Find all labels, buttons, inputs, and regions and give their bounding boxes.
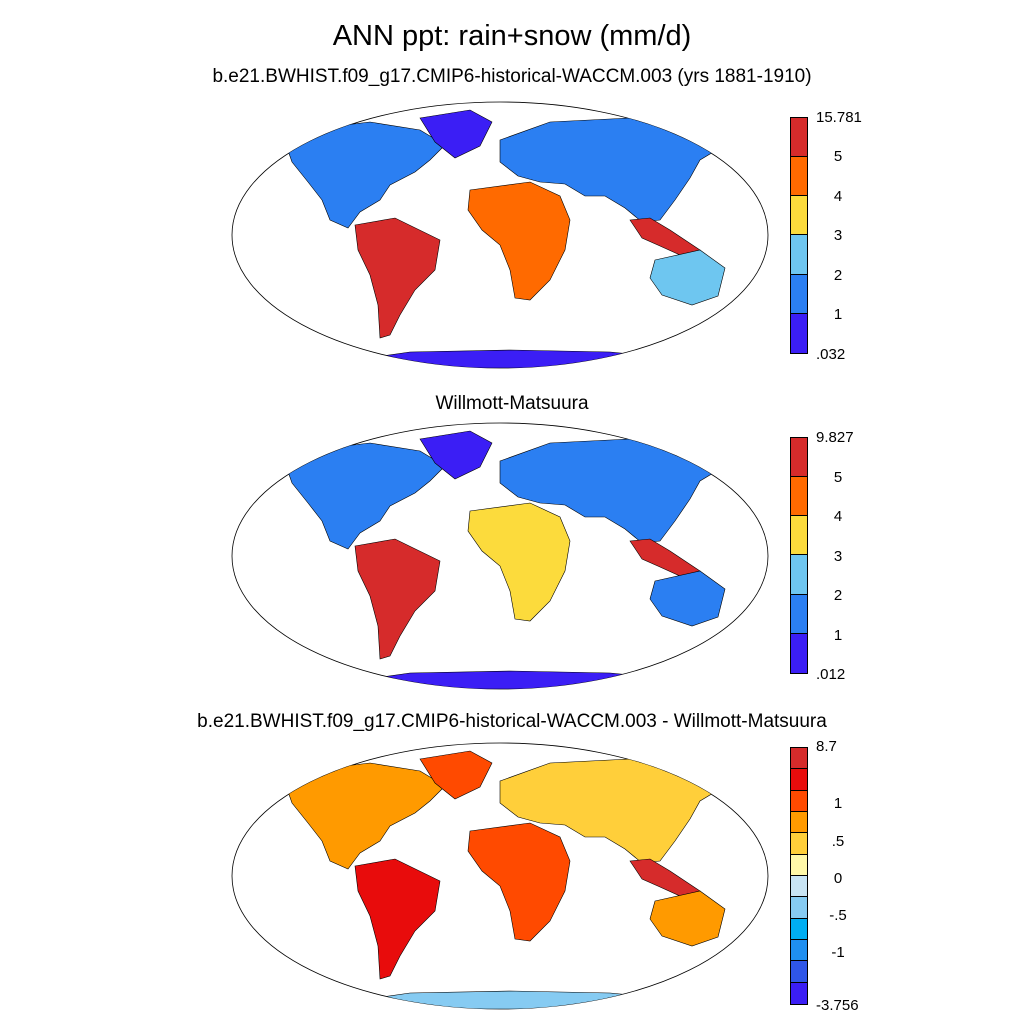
- colorbar-model-tick-5: 5: [833, 148, 843, 165]
- landmass-greenland: [419, 750, 493, 800]
- map-obs: [231, 422, 769, 690]
- colorbar-swatch: [791, 769, 807, 791]
- colorbar-swatch: [791, 118, 807, 158]
- landmass-australia: [649, 570, 726, 627]
- colorbar-model-max-label: 15.781: [816, 109, 862, 126]
- colorbar-obs: [790, 437, 808, 674]
- colorbar-diff-tick-half: .5: [831, 833, 845, 850]
- figure-title: ANN ppt: rain+snow (mm/d): [332, 20, 692, 52]
- colorbar-swatch: [791, 235, 807, 275]
- colorbar-obs-max-label: 9.827: [816, 429, 854, 446]
- landmass-south-america: [354, 858, 441, 980]
- colorbar-swatch: [791, 196, 807, 236]
- colorbar-swatch: [791, 555, 807, 595]
- colorbar-diff-min-label: -3.756: [816, 997, 859, 1014]
- colorbar-model-min-label: .032: [816, 346, 846, 363]
- colorbar-swatch: [791, 477, 807, 517]
- colorbar-swatch: [791, 438, 807, 478]
- colorbar-diff-tick-neg-half: -.5: [829, 907, 847, 924]
- landmass-africa: [467, 822, 571, 942]
- landmass-south-america: [354, 538, 441, 660]
- colorbar-model: [790, 117, 808, 354]
- panel-title-model: b.e21.BWHIST.f09_g17.CMIP6-historical-WA…: [212, 66, 812, 87]
- colorbar-obs-tick-4: 4: [833, 508, 843, 525]
- colorbar-swatch: [791, 811, 807, 834]
- colorbar-obs-tick-1: 1: [833, 627, 843, 644]
- landmass-australia: [649, 890, 726, 947]
- colorbar-swatch: [791, 157, 807, 197]
- colorbar-swatch: [791, 875, 807, 898]
- landmass-north-america: [284, 442, 446, 550]
- colorbar-obs-min-label: .012: [816, 666, 846, 683]
- colorbar-diff-max-label: 8.7: [816, 738, 837, 755]
- panel-title-obs: Willmott-Matsuura: [435, 393, 589, 414]
- colorbar-diff: [790, 747, 808, 1005]
- colorbar-swatch: [791, 961, 807, 983]
- colorbar-model-tick-4: 4: [833, 188, 843, 205]
- colorbar-swatch: [791, 918, 807, 940]
- landmass-australia: [649, 249, 726, 306]
- landmass-greenland: [419, 109, 493, 159]
- colorbar-model-tick-2: 2: [833, 267, 843, 284]
- colorbar-swatch: [791, 516, 807, 556]
- colorbar-swatch: [791, 854, 807, 876]
- landmass-north-america: [284, 121, 446, 229]
- landmass-africa: [467, 181, 571, 301]
- colorbar-swatch: [791, 833, 807, 855]
- colorbar-swatch: [791, 633, 807, 673]
- landmass-greenland: [419, 430, 493, 480]
- colorbar-swatch: [791, 897, 807, 919]
- colorbar-swatch: [791, 982, 807, 1004]
- colorbar-swatch: [791, 274, 807, 314]
- colorbar-swatch: [791, 790, 807, 812]
- colorbar-diff-tick-neg-1: -1: [831, 944, 845, 961]
- colorbar-model-tick-3: 3: [833, 227, 843, 244]
- colorbar-swatch: [791, 594, 807, 634]
- colorbar-obs-tick-5: 5: [833, 469, 843, 486]
- panel-title-diff: b.e21.BWHIST.f09_g17.CMIP6-historical-WA…: [197, 711, 827, 732]
- colorbar-swatch: [791, 313, 807, 353]
- landmass-africa: [467, 502, 571, 622]
- colorbar-swatch: [791, 939, 807, 962]
- colorbar-diff-tick-0: 0: [833, 870, 843, 887]
- landmass-north-america: [284, 762, 446, 870]
- colorbar-diff-tick-1: 1: [833, 795, 843, 812]
- map-diff: [231, 742, 769, 1010]
- colorbar-obs-tick-3: 3: [833, 548, 843, 565]
- landmass-south-america: [354, 217, 441, 339]
- map-model: [231, 101, 769, 369]
- colorbar-swatch: [791, 748, 807, 770]
- colorbar-obs-tick-2: 2: [833, 587, 843, 604]
- colorbar-model-tick-1: 1: [833, 306, 843, 323]
